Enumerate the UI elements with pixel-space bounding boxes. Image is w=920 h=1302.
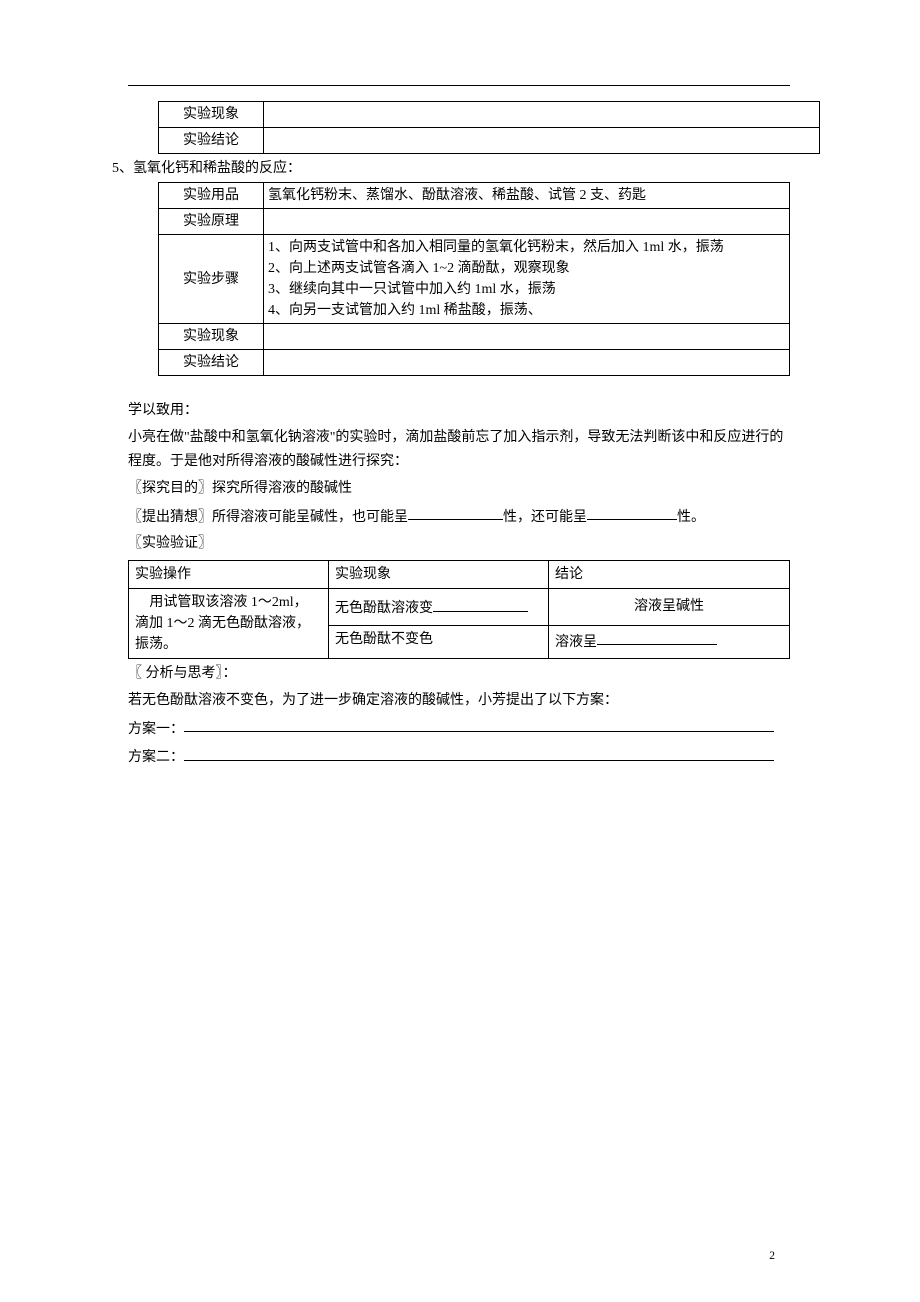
row-label: 实验用品 bbox=[159, 183, 264, 209]
op-line: 用试管取该溶液 1～2ml， bbox=[135, 592, 322, 613]
purpose-label: 〖探究目的〗 bbox=[128, 481, 212, 496]
op-line: 滴加 1～2 滴无色酚酞溶液，振荡。 bbox=[135, 613, 322, 655]
row-label: 实验现象 bbox=[159, 102, 264, 128]
heading-text: 5、氢氧化钙和稀盐酸的反应： bbox=[112, 161, 301, 176]
header-cell: 实验现象 bbox=[329, 560, 549, 588]
operation-cell: 用试管取该溶液 1～2ml， 滴加 1～2 滴无色酚酞溶液，振荡。 bbox=[129, 588, 329, 658]
verify-label: 〖实验验证〗 bbox=[128, 532, 790, 556]
table-wrapper: 实验用品 氢氧化钙粉末、蒸馏水、酚酞溶液、稀盐酸、试管 2 支、药匙 实验原理 … bbox=[158, 182, 790, 376]
purpose-text: 探究所得溶液的酸碱性 bbox=[212, 481, 352, 496]
table-row: 用试管取该溶液 1～2ml， 滴加 1～2 滴无色酚酞溶液，振荡。 无色酚酞溶液… bbox=[129, 588, 790, 625]
blank-fill bbox=[184, 716, 774, 733]
blank-fill bbox=[597, 629, 717, 646]
top-divider bbox=[128, 85, 790, 86]
plan-line: 方案一： bbox=[128, 716, 790, 742]
table-header-row: 实验操作 实验现象 结论 bbox=[129, 560, 790, 588]
section-5-heading: 5、氢氧化钙和稀盐酸的反应： bbox=[128, 158, 790, 180]
step-line: 4、向另一支试管加入约 1ml 稀盐酸，振荡、 bbox=[268, 300, 785, 321]
row-label: 实验原理 bbox=[159, 209, 264, 235]
header-cell: 结论 bbox=[549, 560, 790, 588]
table-row: 实验步骤 1、向两支试管中和各加入相同量的氢氧化钙粉末，然后加入 1ml 水，振… bbox=[159, 235, 790, 324]
page-number: 2 bbox=[769, 1250, 775, 1262]
plan-label: 方案一： bbox=[128, 721, 184, 736]
conclusion-cell: 溶液呈 bbox=[549, 625, 790, 658]
table-row: 实验结论 bbox=[159, 350, 790, 376]
blank-fill bbox=[433, 595, 528, 612]
conclusion-cell: 溶液呈碱性 bbox=[549, 588, 790, 625]
row-content bbox=[264, 102, 820, 128]
row-label: 实验结论 bbox=[159, 128, 264, 154]
phenomenon-cell: 无色酚酞不变色 bbox=[329, 625, 549, 658]
hypothesis-text: 性，还可能呈 bbox=[503, 509, 587, 524]
hypothesis-text: 性。 bbox=[677, 509, 705, 524]
analysis-paragraph: 若无色酚酞溶液不变色，为了进一步确定溶液的酸碱性，小芳提出了以下方案： bbox=[128, 689, 790, 713]
table-row: 实验现象 bbox=[159, 324, 790, 350]
blank-fill bbox=[408, 504, 503, 521]
row-content bbox=[264, 209, 790, 235]
verification-table: 实验操作 实验现象 结论 用试管取该溶液 1～2ml， 滴加 1～2 滴无色酚酞… bbox=[128, 560, 790, 659]
conclusion-text: 溶液呈 bbox=[555, 634, 597, 649]
table-row: 实验原理 bbox=[159, 209, 790, 235]
step-line: 2、向上述两支试管各滴入 1~2 滴酚酞，观察现象 bbox=[268, 258, 785, 279]
phenomenon-text: 无色酚酞溶液变 bbox=[335, 601, 433, 616]
plan-line: 方案二： bbox=[128, 744, 790, 770]
purpose-line: 〖探究目的〗探究所得溶液的酸碱性 bbox=[128, 477, 790, 501]
blank-fill bbox=[184, 744, 774, 761]
row-label: 实验现象 bbox=[159, 324, 264, 350]
blank-fill bbox=[587, 504, 677, 521]
spacer bbox=[128, 376, 790, 396]
table-row: 实验结论 bbox=[159, 128, 820, 154]
experiment-table-5: 实验用品 氢氧化钙粉末、蒸馏水、酚酞溶液、稀盐酸、试管 2 支、药匙 实验原理 … bbox=[158, 182, 790, 376]
header-cell: 实验操作 bbox=[129, 560, 329, 588]
table-row: 实验用品 氢氧化钙粉末、蒸馏水、酚酞溶液、稀盐酸、试管 2 支、药匙 bbox=[159, 183, 790, 209]
row-label: 实验结论 bbox=[159, 350, 264, 376]
step-line: 3、继续向其中一只试管中加入约 1ml 水，振荡 bbox=[268, 279, 785, 300]
row-content bbox=[264, 350, 790, 376]
row-content bbox=[264, 128, 820, 154]
row-content: 1、向两支试管中和各加入相同量的氢氧化钙粉末，然后加入 1ml 水，振荡 2、向… bbox=[264, 235, 790, 324]
analysis-label: 〖 分析与思考〗： bbox=[128, 662, 790, 686]
hypothesis-text: 所得溶液可能呈碱性，也可能呈 bbox=[212, 509, 408, 524]
phenomenon-cell: 无色酚酞溶液变 bbox=[329, 588, 549, 625]
page-content: 实验现象 实验结论 5、氢氧化钙和稀盐酸的反应： 实验用品 氢氧化钙粉末、蒸馏水… bbox=[0, 0, 920, 770]
row-content: 氢氧化钙粉末、蒸馏水、酚酞溶液、稀盐酸、试管 2 支、药匙 bbox=[264, 183, 790, 209]
hypothesis-label: 〖提出猜想〗 bbox=[128, 509, 212, 524]
apply-heading: 学以致用： bbox=[128, 399, 790, 423]
table-wrapper: 实验操作 实验现象 结论 用试管取该溶液 1～2ml， 滴加 1～2 滴无色酚酞… bbox=[128, 560, 790, 659]
experiment-table-partial: 实验现象 实验结论 bbox=[158, 101, 820, 154]
table-row: 实验现象 bbox=[159, 102, 820, 128]
plan-label: 方案二： bbox=[128, 750, 184, 765]
row-label: 实验步骤 bbox=[159, 235, 264, 324]
hypothesis-line: 〖提出猜想〗所得溶液可能呈碱性，也可能呈 性，还可能呈 性。 bbox=[128, 504, 790, 530]
row-content bbox=[264, 324, 790, 350]
apply-paragraph: 小亮在做"盐酸中和氢氧化钠溶液"的实验时，滴加盐酸前忘了加入指示剂，导致无法判断… bbox=[128, 426, 790, 474]
step-line: 1、向两支试管中和各加入相同量的氢氧化钙粉末，然后加入 1ml 水，振荡 bbox=[268, 237, 785, 258]
